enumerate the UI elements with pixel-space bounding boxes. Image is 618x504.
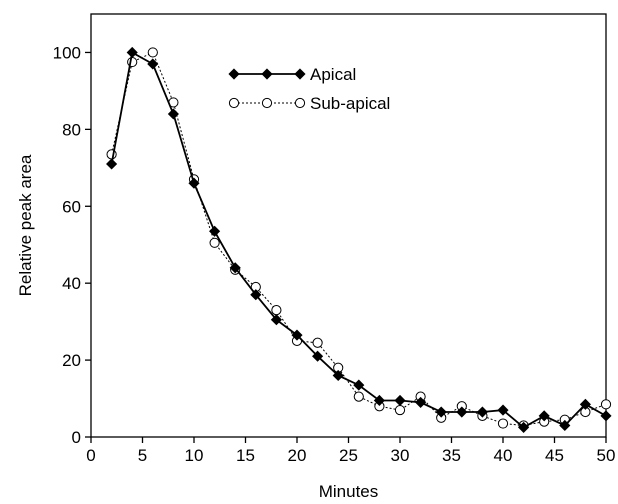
y-tick-label: 40 — [62, 274, 81, 293]
data-point-apical — [332, 369, 344, 382]
y-tick-label: 20 — [62, 351, 81, 370]
y-tick-label: 100 — [53, 43, 81, 62]
x-axis-label: Minutes — [319, 482, 379, 501]
data-point-apical — [579, 398, 591, 410]
legend: Apical Sub-apical — [228, 65, 390, 113]
data-point-apical — [435, 406, 447, 418]
x-tick-label: 40 — [494, 446, 513, 465]
x-tick-label: 20 — [288, 446, 307, 465]
legend-label: Sub-apical — [310, 94, 390, 113]
x-tick-label: 10 — [185, 446, 204, 465]
data-point-apical — [559, 419, 571, 432]
legend-entry-apical: Apical — [228, 65, 356, 84]
data-point-apical — [497, 404, 509, 416]
x-tick-label: 50 — [597, 446, 616, 465]
data-point-apical — [600, 410, 612, 422]
y-tick-label: 0 — [72, 428, 81, 447]
data-point-sub-apical — [394, 404, 406, 416]
legend-marker — [261, 68, 273, 80]
data-point-apical — [353, 379, 365, 391]
data-point-apical — [250, 289, 262, 301]
data-point-apical — [456, 406, 468, 418]
data-point-apical — [518, 421, 530, 433]
data-point-sub-apical — [209, 237, 220, 248]
data-point-sub-apical — [600, 399, 612, 410]
data-point-sub-apical — [353, 391, 364, 402]
x-tick-label: 30 — [391, 446, 410, 465]
data-point-apical — [291, 329, 303, 341]
data-point-sub-apical — [271, 305, 282, 316]
x-tick-label: 15 — [236, 446, 255, 465]
data-point-apical — [538, 410, 550, 422]
data-point-apical — [270, 314, 282, 326]
legend-label: Apical — [310, 65, 356, 84]
data-point-sub-apical — [312, 337, 323, 348]
legend-marker — [294, 68, 306, 80]
data-point-apical — [167, 108, 179, 120]
data-point-apical — [394, 394, 406, 407]
x-tick-label: 5 — [138, 446, 147, 465]
data-point-apical — [126, 46, 138, 59]
series-layer — [106, 46, 612, 433]
axes: 0 5 10 15 20 25 30 35 40 45 50 0 20 40 60 80 100 — [53, 13, 616, 465]
y-axis-label: Relative peak area — [16, 154, 35, 296]
x-tick-label: 45 — [545, 446, 564, 465]
x-tick-label: 35 — [442, 446, 461, 465]
data-point-apical — [415, 396, 427, 408]
legend-entry-sub-apical: Sub-apical — [228, 94, 390, 113]
data-point-apical — [147, 58, 159, 70]
data-point-sub-apical — [497, 418, 509, 429]
data-point-apical — [106, 158, 118, 170]
legend-marker — [228, 97, 240, 109]
series-apical — [106, 46, 612, 433]
y-tick-label: 80 — [62, 120, 81, 139]
legend-marker — [294, 97, 306, 109]
x-tick-label: 0 — [86, 446, 95, 465]
data-point-apical — [476, 406, 488, 418]
data-point-apical — [209, 225, 221, 237]
data-point-sub-apical — [147, 47, 158, 58]
data-point-apical — [229, 262, 241, 274]
data-point-apical — [373, 394, 385, 407]
y-tick-label: 60 — [62, 197, 81, 216]
legend-marker — [261, 97, 273, 109]
data-point-apical — [312, 350, 324, 362]
x-tick-label: 25 — [339, 446, 358, 465]
data-point-apical — [188, 177, 200, 189]
legend-marker — [228, 68, 240, 80]
